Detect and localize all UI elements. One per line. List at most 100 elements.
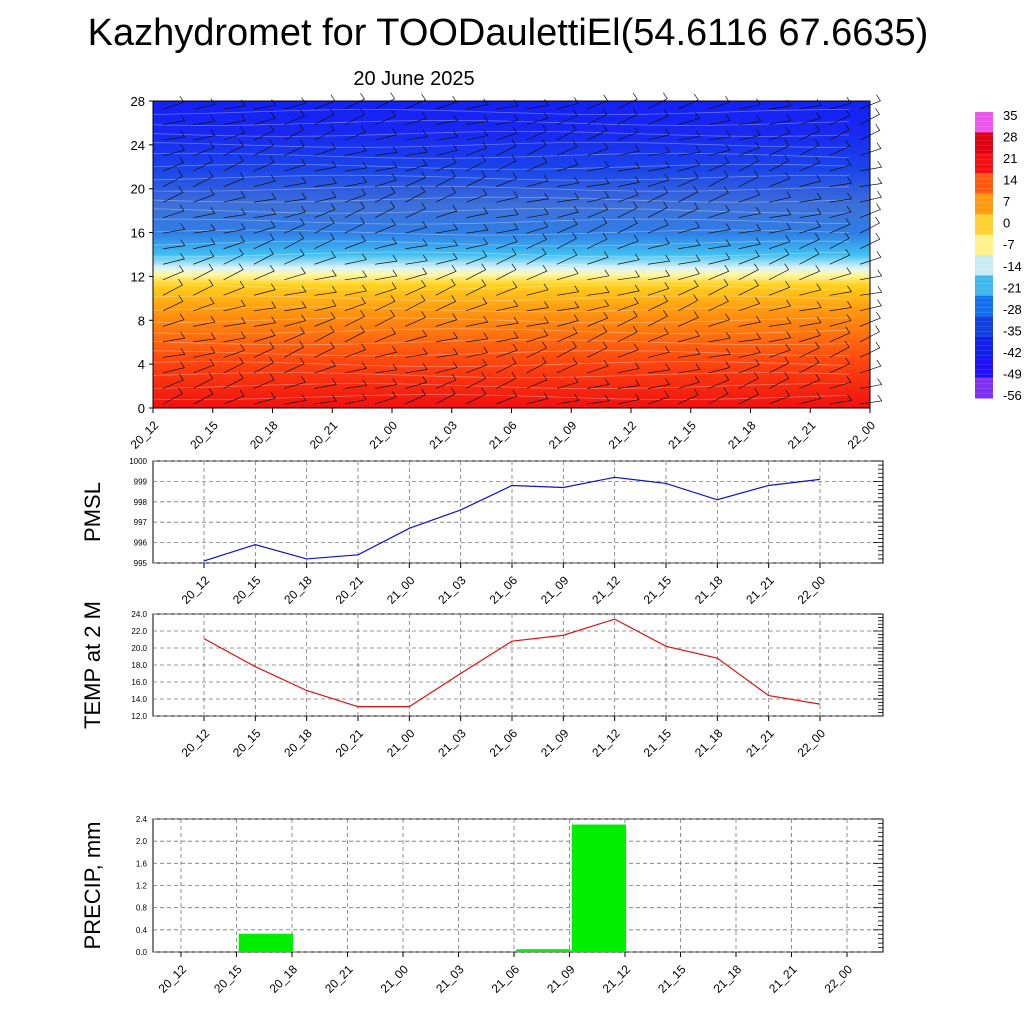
wind-barb [162, 373, 184, 389]
wind-barb [465, 154, 487, 172]
heatmap-panel: 0 4 8 12 16 20 24 28 20_12 20_15 20_18 20_21 21_00 21… [128, 92, 883, 452]
wind-barb [768, 235, 791, 250]
wind-barb [708, 144, 731, 156]
wind-barb [526, 156, 548, 172]
wind-barb [829, 267, 852, 281]
wind-barb [405, 221, 428, 234]
wind-barb [162, 252, 185, 265]
wind-barb [435, 265, 457, 281]
wind-barb [556, 357, 578, 374]
wind-barb [738, 188, 761, 203]
precip-bar [571, 824, 627, 952]
wind-barb [617, 270, 640, 281]
contour-line [152, 218, 850, 225]
wind-barb [678, 294, 699, 312]
wind-barb [193, 141, 215, 156]
wind-barb [193, 346, 216, 358]
x-tick-label: 20_21 [333, 726, 367, 760]
wind-barb [284, 109, 305, 125]
wind-barb [162, 387, 183, 405]
wind-barb [829, 205, 852, 219]
wind-barb [435, 170, 456, 187]
wind-barb [769, 299, 792, 312]
wind-barb [162, 144, 185, 156]
x-tick-label: 21_18 [692, 726, 726, 760]
wind-barb [314, 341, 335, 358]
wind-barb [647, 146, 671, 156]
colorbar-label: -42 [1003, 345, 1022, 360]
wind-barb [678, 239, 701, 250]
colorbar-label: -28 [1003, 302, 1022, 317]
wind-barb [162, 96, 185, 110]
wind-barb [344, 126, 366, 141]
wind-barb [314, 216, 335, 234]
wind-barb [647, 346, 670, 358]
y-tick-label: 999 [134, 477, 148, 486]
wind-barb [708, 331, 731, 343]
wind-barb [556, 394, 580, 405]
wind-barb [617, 393, 640, 405]
wind-barb [223, 356, 244, 374]
x-tick-label: 21_03 [435, 726, 469, 760]
wind-barb [556, 205, 579, 219]
contour-line [152, 394, 850, 400]
wind-barb [556, 376, 579, 389]
wind-barb [314, 177, 337, 187]
wind-barb [496, 389, 518, 405]
wind-barb [465, 346, 489, 358]
wind-barb [314, 311, 336, 327]
wind-barb [556, 97, 579, 110]
wind-barb [344, 201, 365, 218]
series-line [203, 618, 821, 708]
colorbar-segment [975, 234, 993, 256]
wind-barb [526, 316, 549, 327]
wind-barb [314, 325, 335, 343]
wind-barb [284, 205, 307, 219]
wind-barb [344, 270, 368, 281]
wind-barb [193, 263, 214, 281]
y-tick-label: 2.4 [136, 815, 148, 824]
wind-barb [223, 248, 244, 265]
wind-barb [556, 301, 580, 312]
wind-barb [617, 216, 638, 234]
wind-barb [405, 311, 427, 327]
wind-barb [799, 174, 822, 187]
wind-barb [587, 299, 610, 312]
wind-barb [465, 263, 487, 281]
contour-line [152, 152, 850, 159]
wind-barb [162, 313, 185, 327]
wind-barb [738, 250, 760, 265]
wind-barb [829, 158, 852, 172]
y-tick-label: 0.4 [136, 926, 148, 935]
wind-barb [405, 93, 427, 110]
wind-barb [253, 316, 277, 327]
wind-barb [344, 144, 367, 156]
wind-barb [708, 361, 731, 374]
wind-barb [223, 344, 245, 358]
x-tick-label: 22_00 [795, 573, 829, 607]
wind-barb [193, 315, 216, 327]
wind-barb [708, 204, 731, 219]
wind-barb [465, 332, 489, 343]
contour-line [152, 372, 850, 378]
wind-barb [314, 394, 337, 405]
wind-barb [768, 281, 791, 296]
wind-barb [617, 126, 639, 141]
wind-barb [769, 331, 792, 343]
wind-barb [738, 372, 759, 389]
wind-barb [344, 343, 366, 358]
x-tick-label: 20_18 [247, 418, 281, 452]
wind-barb [496, 299, 519, 312]
wind-barb [344, 325, 365, 343]
wind-barb [829, 376, 852, 389]
wind-barb [647, 295, 669, 312]
colorbar-label: -56 [1003, 388, 1022, 403]
wind-barb [859, 203, 881, 219]
wind-barb [526, 283, 549, 296]
wind-barb [647, 128, 670, 141]
y-tick-label: 1000 [129, 457, 147, 466]
wind-barb [738, 279, 759, 296]
wind-barb [647, 363, 671, 374]
wind-barb [556, 109, 578, 125]
